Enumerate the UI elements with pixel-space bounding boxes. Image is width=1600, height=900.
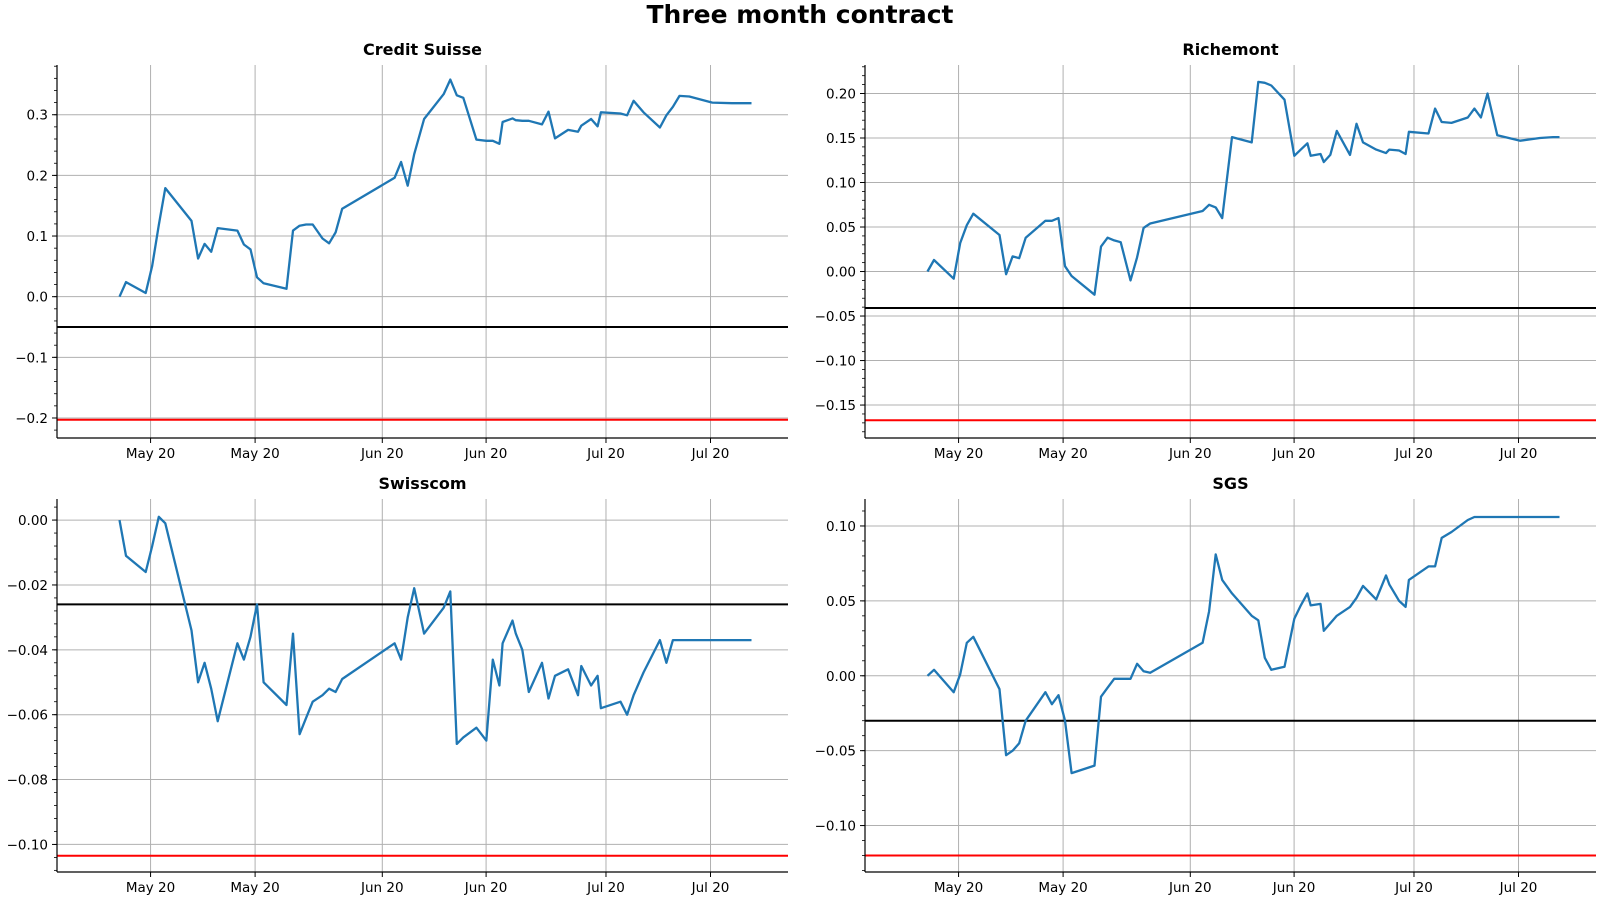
y-tick-label: −0.05	[815, 309, 856, 325]
subplot-title: Swisscom	[379, 474, 467, 493]
x-tick-label: Jun 20	[1272, 446, 1316, 462]
x-tick-label: Jul 20	[586, 880, 625, 896]
subplot-title: Richemont	[1182, 40, 1279, 59]
y-tick-label: 0.20	[826, 86, 856, 102]
x-tick-label: Jul 20	[1394, 880, 1433, 896]
series-line	[118, 78, 752, 298]
x-tick-label: Jul 20	[1499, 880, 1538, 896]
x-tick-label: May 20	[1038, 446, 1087, 462]
y-tick-label: −0.10	[815, 819, 856, 835]
y-tick-label: 0.05	[826, 594, 856, 610]
x-tick-label: May 20	[934, 880, 983, 896]
x-tick-label: Jul 20	[691, 446, 730, 462]
y-tick-label: −0.10	[7, 837, 48, 853]
y-tick-label: 0.00	[826, 265, 856, 281]
x-tick-label: May 20	[1038, 880, 1087, 896]
y-tick-label: 0.05	[826, 220, 856, 236]
x-tick-label: May 20	[934, 446, 983, 462]
series-line	[926, 515, 1560, 775]
x-tick-label: Jun 20	[1272, 880, 1316, 896]
x-tick-label: Jun 20	[1168, 880, 1212, 896]
subplot-swisscom: Swisscom −0.10 −0.08 −0.06 −0.04 −0.02 0.00 May…	[7, 474, 788, 896]
y-tick-label: 0.10	[826, 519, 856, 535]
series-line	[926, 80, 1560, 296]
y-tick-label: 0.1	[27, 229, 48, 245]
y-tick-label: −0.06	[7, 708, 48, 724]
y-tick-label: 0.00	[18, 513, 48, 529]
y-tick-label: −0.02	[7, 578, 48, 594]
y-tick-label: −0.15	[815, 398, 856, 414]
subplot-credit-suisse: Credit Suisse −0.2 −0.1 0.0 0.1 0.2 0.3 May 20 M…	[15, 40, 788, 462]
y-tick-label: 0.3	[27, 108, 48, 124]
y-tick-label: −0.04	[7, 643, 48, 659]
x-tick-label: Jul 20	[691, 880, 730, 896]
y-tick-label: 0.2	[27, 168, 48, 184]
figure-title: Three month contract	[646, 0, 954, 29]
y-tick-label: −0.05	[815, 744, 856, 760]
y-tick-label: 0.15	[826, 131, 856, 147]
series-line	[118, 515, 752, 746]
y-tick-label: −0.10	[815, 354, 856, 370]
y-tick-label: −0.08	[7, 773, 48, 789]
subplot-richemont: Richemont −0.15 −0.10 −0.05 0.00 0.05 0.10 0.15…	[815, 40, 1596, 462]
x-tick-label: Jul 20	[1499, 446, 1538, 462]
x-tick-label: Jun 20	[1168, 446, 1212, 462]
y-tick-label: 0.0	[27, 290, 48, 306]
x-tick-label: Jun 20	[464, 880, 508, 896]
x-tick-label: Jun 20	[360, 446, 404, 462]
x-tick-label: Jun 20	[360, 880, 404, 896]
subplot-sgs: SGS −0.10 −0.05 0.00 0.05 0.10 May 20 May 20 Jun…	[815, 474, 1596, 896]
y-tick-label: 0.00	[826, 669, 856, 685]
x-tick-label: May 20	[230, 446, 279, 462]
y-tick-label: 0.10	[826, 176, 856, 192]
y-tick-label: −0.2	[15, 411, 48, 427]
y-tick-label: −0.1	[15, 350, 48, 366]
subplot-title: Credit Suisse	[363, 40, 482, 59]
subplot-title: SGS	[1212, 474, 1248, 493]
x-tick-label: May 20	[126, 880, 175, 896]
x-tick-label: Jul 20	[586, 446, 625, 462]
x-tick-label: May 20	[230, 880, 279, 896]
x-tick-label: Jul 20	[1394, 446, 1433, 462]
x-tick-label: Jun 20	[464, 446, 508, 462]
x-tick-label: May 20	[126, 446, 175, 462]
